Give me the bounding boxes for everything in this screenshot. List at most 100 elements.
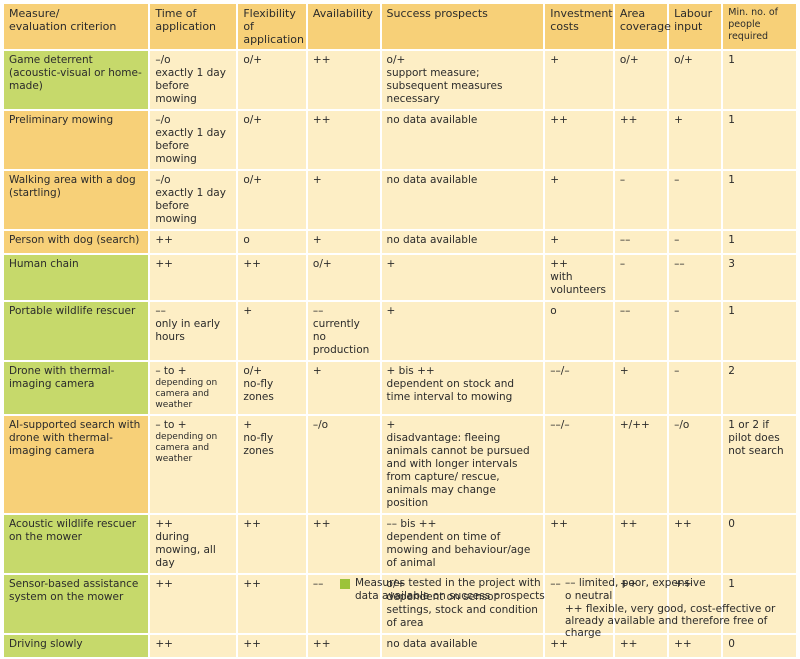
measure-cell: Human chain: [4, 255, 149, 300]
flex-value: o/+: [243, 365, 263, 377]
people-cell: 1: [723, 51, 796, 109]
table-row: Portable wildlife rescuer –– only in early…: [4, 302, 796, 360]
labour-cell: o/+: [669, 51, 722, 109]
table-row: Drone with thermal-imaging camera – to + d…: [4, 362, 796, 414]
area-cell: ++: [614, 111, 668, 169]
time-cell: ++: [150, 255, 237, 300]
measure-cell: Acoustic wildlife rescuer on the mower: [4, 515, 149, 573]
time-cell: –/o exactly 1 day before mowing: [150, 171, 237, 229]
measure-cell: Preliminary mowing: [4, 111, 149, 169]
success-value: o/+: [386, 578, 406, 590]
invest-value: o: [550, 305, 557, 317]
time-cell: – to + depending on camera and weather: [150, 416, 237, 513]
avail-value: –/o: [312, 419, 329, 431]
labour-cell: ++: [669, 575, 722, 633]
table-body: Game deterrent (acoustic-visual or home-…: [4, 51, 796, 657]
area-value: +: [619, 365, 629, 377]
people-value: 0: [728, 518, 735, 530]
flex-value: ++: [243, 578, 261, 590]
flex-value: o: [243, 234, 250, 246]
area-value: ++: [619, 518, 638, 530]
invest-cell: ––: [545, 575, 613, 633]
area-cell: –: [614, 171, 668, 229]
time-value: ++: [155, 578, 173, 590]
measure-cell: Driving slowly: [4, 635, 149, 657]
column-header: Area coverage: [614, 4, 671, 49]
flex-note: no-fly zones: [243, 432, 274, 457]
success-note: dependent on sensor settings, stock and …: [386, 591, 538, 629]
measure-cell: Sensor-based assistance system on the mo…: [4, 575, 149, 633]
labour-value: –/o: [674, 419, 690, 431]
people-value: 3: [728, 258, 735, 270]
measure-cell: Portable wildlife rescuer: [4, 302, 149, 360]
success-value: –– bis ++: [386, 518, 437, 530]
avail-cell: +: [307, 231, 380, 253]
time-cell: –– only in early hours: [150, 302, 237, 360]
avail-value: +: [312, 365, 322, 377]
avail-cell: ++: [307, 515, 380, 573]
labour-value: –: [674, 174, 680, 186]
area-value: o/+: [619, 54, 639, 66]
area-cell: ++: [614, 575, 668, 633]
success-cell: +: [381, 302, 544, 360]
area-value: –: [619, 258, 626, 270]
success-value: no data available: [386, 638, 478, 650]
success-cell: no data available: [381, 635, 544, 657]
labour-value: +: [674, 114, 683, 126]
invest-cell: ++: [545, 111, 613, 169]
area-cell: o/+: [614, 51, 668, 109]
table-row: Preliminary mowing –/o exactly 1 day befor…: [4, 111, 796, 169]
time-value: –/o: [155, 54, 171, 66]
time-cell: ++: [150, 635, 237, 657]
flex-cell: + no-fly zones: [238, 416, 306, 513]
success-value: no data available: [386, 234, 478, 246]
area-value: ––: [619, 234, 631, 246]
success-note: disadvantage: fleeing animals cannot be …: [386, 432, 530, 509]
success-cell: –– bis ++ dependent on time of mowing and…: [381, 515, 544, 573]
people-cell: 1: [723, 231, 796, 253]
column-header: Measure/ evaluation criterion: [4, 4, 149, 49]
time-note: only in early hours: [155, 318, 221, 343]
time-note: depending on camera and weather: [155, 378, 218, 410]
area-cell: ––: [614, 231, 668, 253]
invest-cell: ++ with volunteers: [545, 255, 613, 300]
success-cell: + bis ++ dependent on stock and time inte…: [381, 362, 544, 414]
people-value: 1: [728, 114, 735, 126]
success-value: +: [386, 305, 396, 317]
success-value: + bis ++: [386, 365, 435, 377]
success-value: no data available: [386, 174, 478, 186]
time-cell: –/o exactly 1 day before mowing: [150, 51, 237, 109]
table-row: Walking area with a dog (startling) –/o ex…: [4, 171, 796, 229]
avail-value: ++: [312, 54, 331, 66]
avail-value: ++: [312, 114, 331, 126]
people-value: 1 or 2 if pilot does not search: [728, 419, 784, 457]
flex-cell: o: [238, 231, 306, 253]
key-limited: –– limited, poor, expensive: [565, 577, 706, 589]
labour-value: –: [674, 234, 680, 246]
success-value: no data available: [386, 114, 478, 126]
success-cell: + disadvantage: fleeing animals cannot be…: [381, 416, 544, 513]
people-value: 1: [728, 54, 735, 66]
success-cell: no data available: [381, 231, 544, 253]
invest-value: ––: [550, 578, 561, 590]
table-row: Person with dog (search) ++ o + no data avai…: [4, 231, 796, 253]
avail-value: ––: [312, 305, 324, 317]
flex-cell: o/+: [238, 51, 306, 109]
time-note: exactly 1 day before mowing: [155, 127, 226, 165]
labour-value: ––: [674, 258, 685, 270]
column-header: Time of application: [150, 4, 237, 49]
flex-value: o/+: [243, 174, 263, 186]
time-value: ++: [155, 258, 173, 270]
invest-cell: ++: [545, 515, 613, 573]
area-cell: +/++: [614, 416, 668, 513]
people-cell: 1 or 2 if pilot does not search: [723, 416, 796, 513]
labour-cell: –: [669, 362, 722, 414]
area-value: –: [619, 174, 626, 186]
area-value: ++: [619, 578, 638, 590]
invest-value: ++: [550, 114, 568, 126]
avail-cell: ++: [307, 111, 380, 169]
column-header: Flexibility of application: [238, 4, 306, 49]
column-header: Min. no. of people required: [723, 4, 796, 49]
time-value: – to +: [155, 419, 187, 431]
key-neutral: o neutral: [565, 590, 613, 602]
